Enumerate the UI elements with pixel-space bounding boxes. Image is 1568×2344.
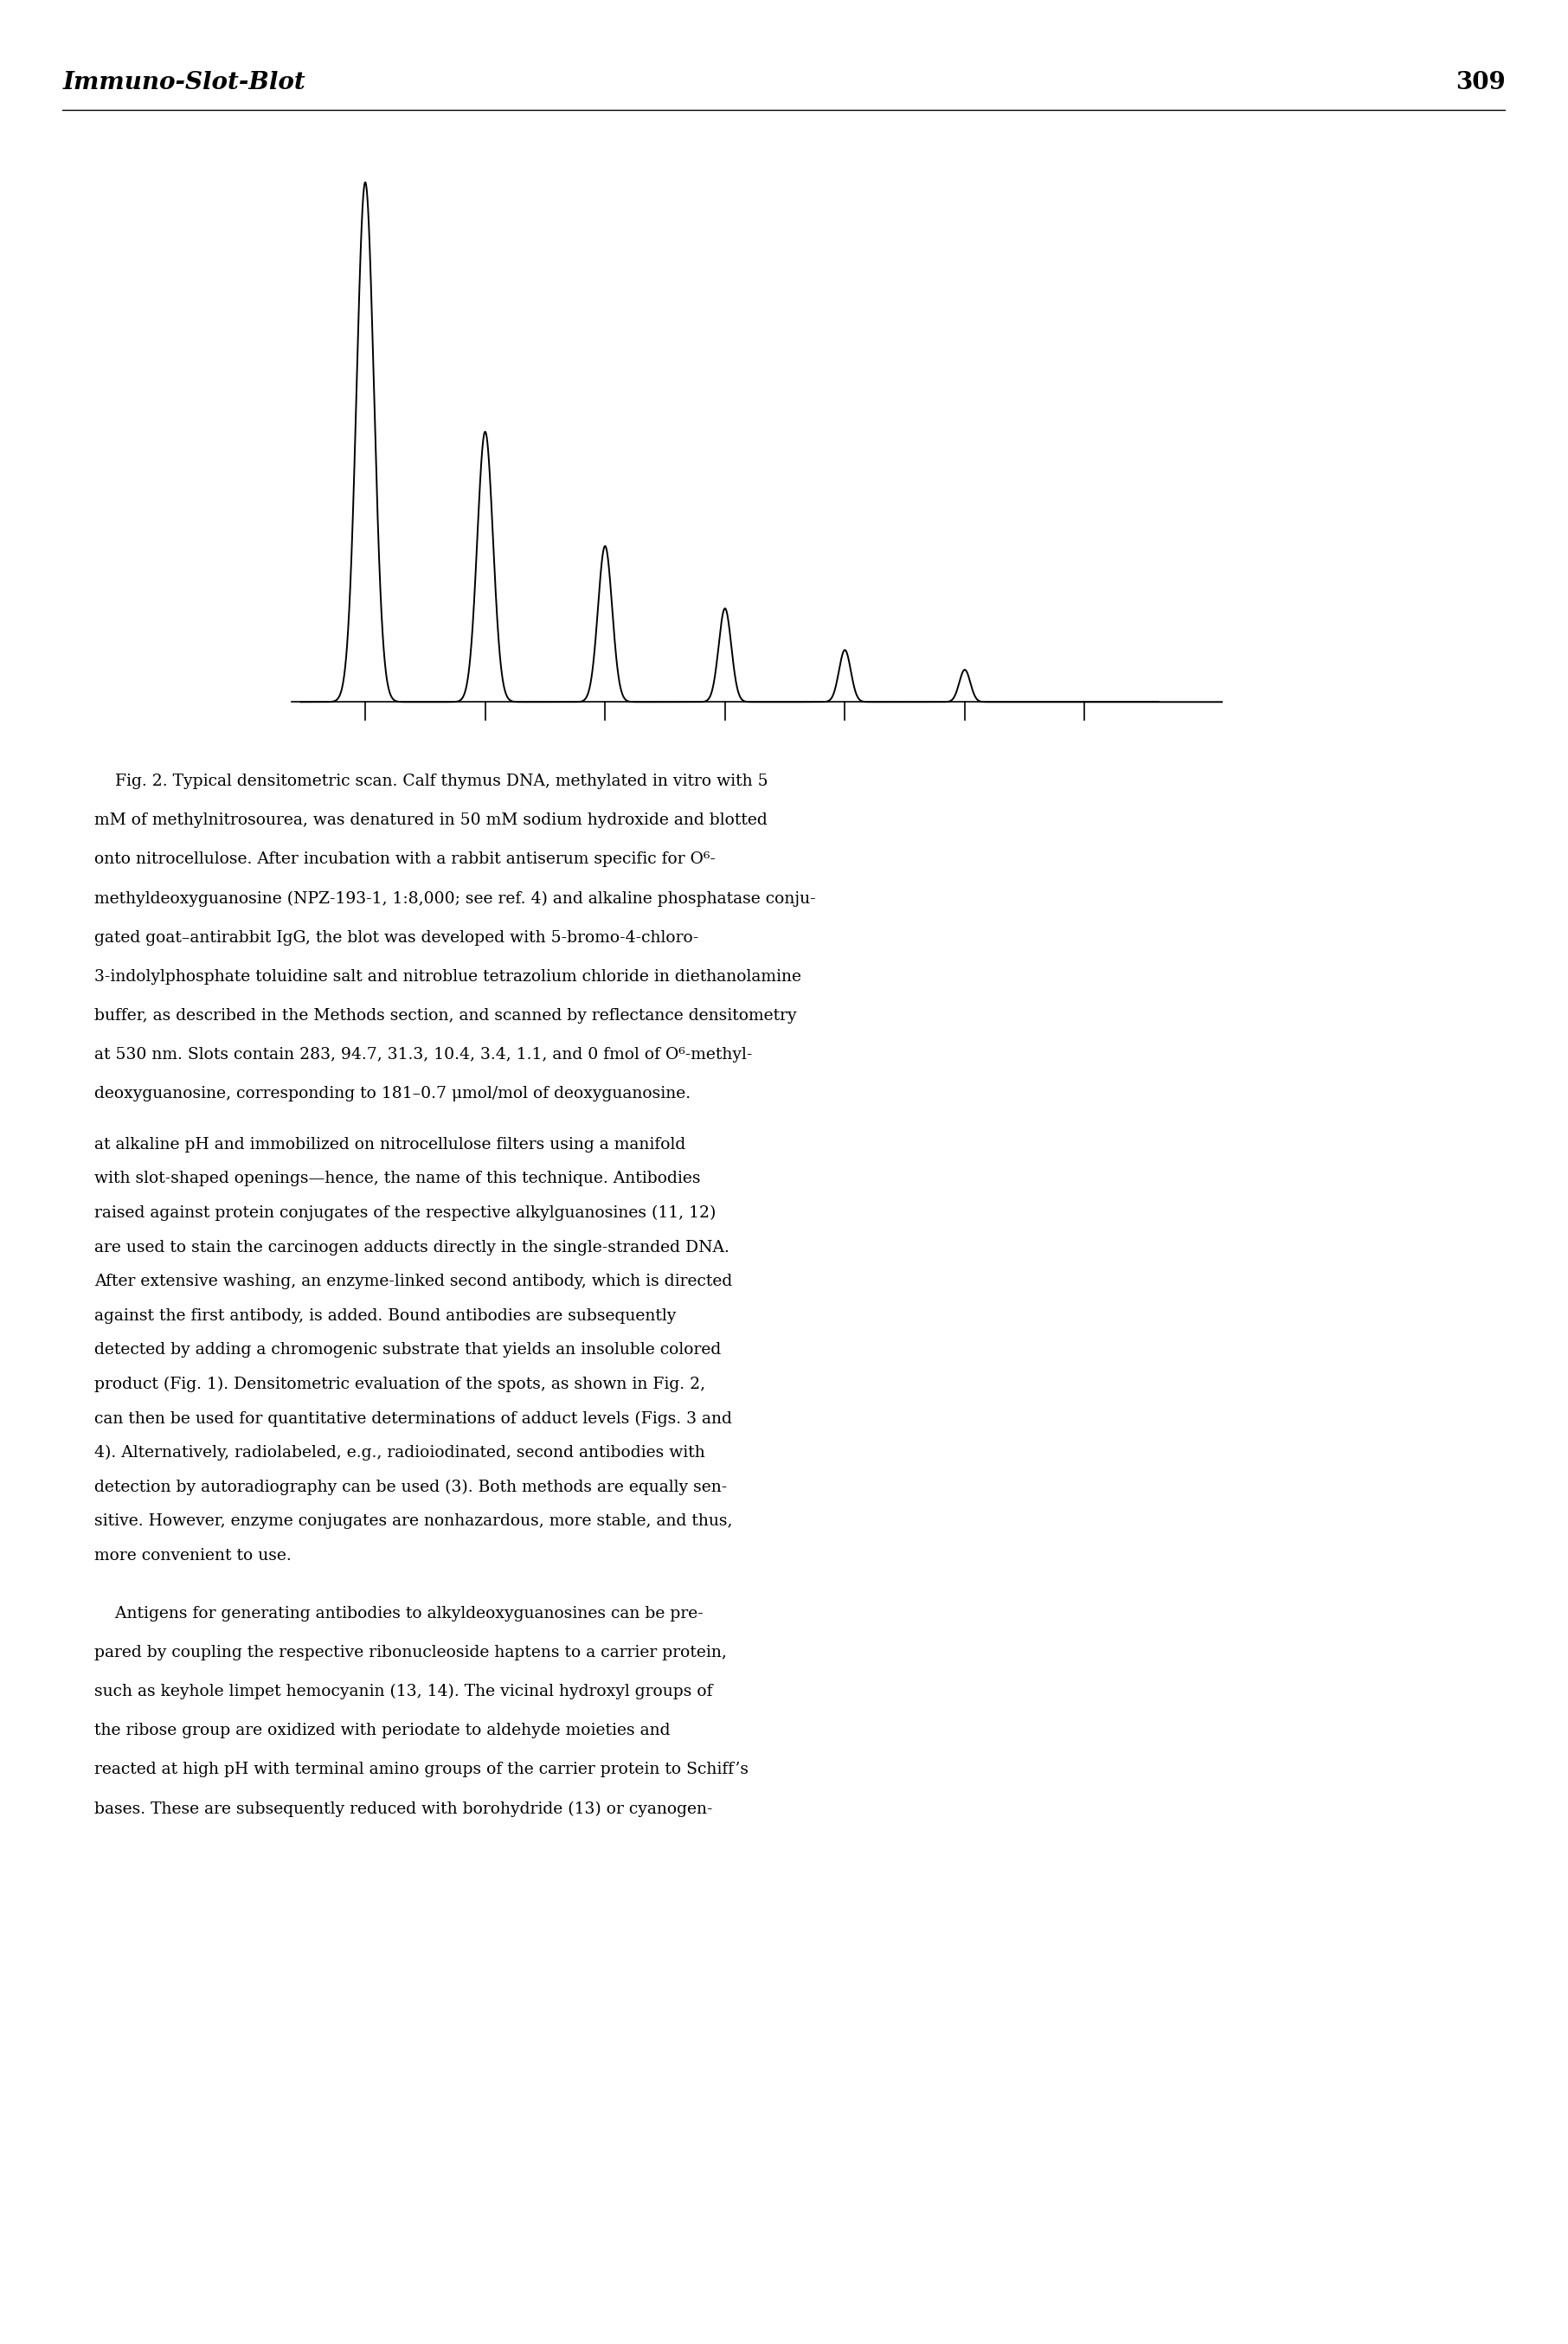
Text: 309: 309 bbox=[1455, 70, 1505, 94]
Text: 3-indolylphosphate toluidine salt and nitroblue tetrazolium chloride in diethano: 3-indolylphosphate toluidine salt and ni… bbox=[94, 968, 801, 984]
Text: can then be used for quantitative determinations of adduct levels (Figs. 3 and: can then be used for quantitative determ… bbox=[94, 1411, 732, 1427]
Text: detected by adding a chromogenic substrate that yields an insoluble colored: detected by adding a chromogenic substra… bbox=[94, 1343, 721, 1357]
Text: bases. These are subsequently reduced with borohydride (13) or cyanogen-: bases. These are subsequently reduced wi… bbox=[94, 1800, 712, 1817]
Text: 4). Alternatively, radiolabeled, e.g., radioiodinated, second antibodies with: 4). Alternatively, radiolabeled, e.g., r… bbox=[94, 1446, 704, 1460]
Text: onto nitrocellulose. After incubation with a rabbit antiserum specific for O⁶-: onto nitrocellulose. After incubation wi… bbox=[94, 851, 715, 867]
Text: After extensive washing, an enzyme-linked second antibody, which is directed: After extensive washing, an enzyme-linke… bbox=[94, 1273, 732, 1289]
Text: detection by autoradiography can be used (3). Both methods are equally sen-: detection by autoradiography can be used… bbox=[94, 1479, 728, 1495]
Text: product (Fig. 1). Densitometric evaluation of the spots, as shown in Fig. 2,: product (Fig. 1). Densitometric evaluati… bbox=[94, 1376, 706, 1392]
Text: at alkaline pH and immobilized on nitrocellulose filters using a manifold: at alkaline pH and immobilized on nitroc… bbox=[94, 1137, 685, 1153]
Text: buffer, as described in the Methods section, and scanned by reflectance densitom: buffer, as described in the Methods sect… bbox=[94, 1008, 797, 1024]
Text: against the first antibody, is added. Bound antibodies are subsequently: against the first antibody, is added. Bo… bbox=[94, 1308, 676, 1324]
Text: the ribose group are oxidized with periodate to aldehyde moieties and: the ribose group are oxidized with perio… bbox=[94, 1723, 670, 1739]
Text: Fig. 2. Typical densitometric scan. Calf thymus DNA, methylated in vitro with 5: Fig. 2. Typical densitometric scan. Calf… bbox=[94, 774, 768, 790]
Text: at 530 nm. Slots contain 283, 94.7, 31.3, 10.4, 3.4, 1.1, and 0 fmol of O⁶-methy: at 530 nm. Slots contain 283, 94.7, 31.3… bbox=[94, 1048, 753, 1062]
Text: deoxyguanosine, corresponding to 181–0.7 μmol/mol of deoxyguanosine.: deoxyguanosine, corresponding to 181–0.7… bbox=[94, 1085, 690, 1102]
Text: such as keyhole limpet hemocyanin (13, 14). The vicinal hydroxyl groups of: such as keyhole limpet hemocyanin (13, 1… bbox=[94, 1683, 712, 1699]
Text: sitive. However, enzyme conjugates are nonhazardous, more stable, and thus,: sitive. However, enzyme conjugates are n… bbox=[94, 1514, 732, 1528]
Text: more convenient to use.: more convenient to use. bbox=[94, 1547, 292, 1563]
Text: mM of methylnitrosourea, was denatured in 50 mM sodium hydroxide and blotted: mM of methylnitrosourea, was denatured i… bbox=[94, 813, 767, 827]
Text: gated goat–antirabbit IgG, the blot was developed with 5-bromo-4-chloro-: gated goat–antirabbit IgG, the blot was … bbox=[94, 931, 698, 945]
Text: methyldeoxyguanosine (NPZ-193-1, 1:8,000; see ref. 4) and alkaline phosphatase c: methyldeoxyguanosine (NPZ-193-1, 1:8,000… bbox=[94, 891, 815, 907]
Text: raised against protein conjugates of the respective alkylguanosines (11, 12): raised against protein conjugates of the… bbox=[94, 1205, 715, 1221]
Text: Immuno-Slot-Blot: Immuno-Slot-Blot bbox=[63, 70, 306, 94]
Text: reacted at high pH with terminal amino groups of the carrier protein to Schiff’s: reacted at high pH with terminal amino g… bbox=[94, 1763, 748, 1777]
Text: are used to stain the carcinogen adducts directly in the single-stranded DNA.: are used to stain the carcinogen adducts… bbox=[94, 1240, 729, 1254]
Text: pared by coupling the respective ribonucleoside haptens to a carrier protein,: pared by coupling the respective ribonuc… bbox=[94, 1645, 726, 1660]
Text: with slot-shaped openings—hence, the name of this technique. Antibodies: with slot-shaped openings—hence, the nam… bbox=[94, 1172, 701, 1186]
Text: Antigens for generating antibodies to alkyldeoxyguanosines can be pre-: Antigens for generating antibodies to al… bbox=[94, 1606, 702, 1622]
